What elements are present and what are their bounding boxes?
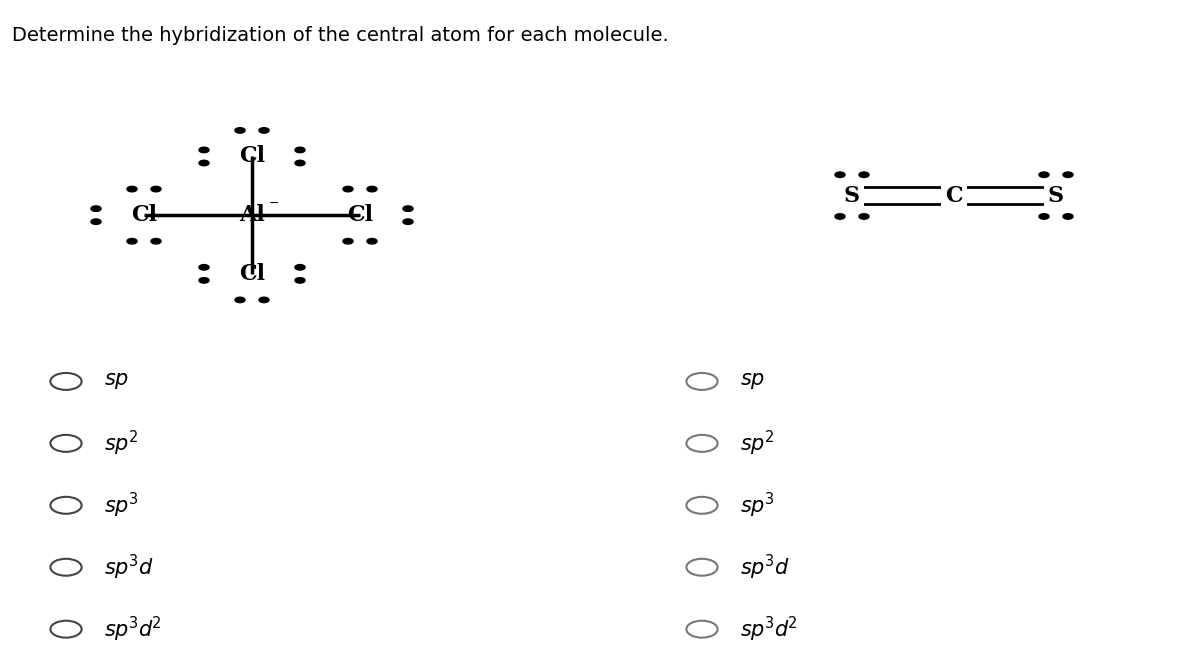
Circle shape: [1063, 172, 1073, 177]
Circle shape: [367, 186, 377, 192]
Circle shape: [1039, 172, 1049, 177]
Text: C: C: [946, 185, 962, 207]
Text: Determine the hybridization of the central atom for each molecule.: Determine the hybridization of the centr…: [12, 26, 668, 45]
Circle shape: [835, 214, 845, 219]
Circle shape: [91, 206, 101, 211]
Text: Cl: Cl: [239, 263, 265, 285]
Text: S: S: [1048, 185, 1064, 207]
Text: $\it{sp}$$^3$: $\it{sp}$$^3$: [740, 491, 775, 520]
Circle shape: [859, 172, 869, 177]
Circle shape: [259, 297, 269, 303]
Text: Cl: Cl: [131, 204, 157, 226]
Text: $\it{sp}$$^3$$\it{d}$$^2$: $\it{sp}$$^3$$\it{d}$$^2$: [104, 615, 162, 644]
Text: −: −: [269, 197, 278, 210]
Circle shape: [295, 278, 305, 283]
Circle shape: [295, 160, 305, 166]
Circle shape: [1039, 214, 1049, 219]
Circle shape: [151, 239, 161, 244]
Text: Cl: Cl: [347, 204, 373, 226]
Circle shape: [91, 219, 101, 224]
Circle shape: [343, 239, 353, 244]
Circle shape: [367, 239, 377, 244]
Circle shape: [1063, 214, 1073, 219]
Text: S: S: [844, 185, 860, 207]
Text: $\it{sp}$: $\it{sp}$: [740, 372, 766, 391]
Text: $\it{sp}$$^3$$\it{d}$$^2$: $\it{sp}$$^3$$\it{d}$$^2$: [740, 615, 798, 644]
Circle shape: [295, 265, 305, 270]
Circle shape: [127, 186, 137, 192]
Text: $\it{sp}$$^2$: $\it{sp}$$^2$: [740, 429, 775, 458]
Circle shape: [403, 219, 413, 224]
Circle shape: [151, 186, 161, 192]
Text: Al: Al: [239, 204, 265, 226]
Circle shape: [343, 186, 353, 192]
Circle shape: [835, 172, 845, 177]
Text: $\it{sp}$$^2$: $\it{sp}$$^2$: [104, 429, 139, 458]
Circle shape: [859, 214, 869, 219]
Text: $\it{sp}$$^3$: $\it{sp}$$^3$: [104, 491, 139, 520]
Text: Cl: Cl: [239, 145, 265, 168]
Circle shape: [127, 239, 137, 244]
Circle shape: [199, 265, 209, 270]
Circle shape: [235, 128, 245, 133]
Text: $\it{sp}$$^3$$\it{d}$: $\it{sp}$$^3$$\it{d}$: [104, 553, 154, 582]
Circle shape: [235, 297, 245, 303]
Circle shape: [259, 128, 269, 133]
Circle shape: [295, 147, 305, 153]
Text: $\it{sp}$: $\it{sp}$: [104, 372, 130, 391]
Circle shape: [199, 160, 209, 166]
Circle shape: [403, 206, 413, 211]
Text: $\it{sp}$$^3$$\it{d}$: $\it{sp}$$^3$$\it{d}$: [740, 553, 790, 582]
Circle shape: [199, 147, 209, 153]
Circle shape: [199, 278, 209, 283]
